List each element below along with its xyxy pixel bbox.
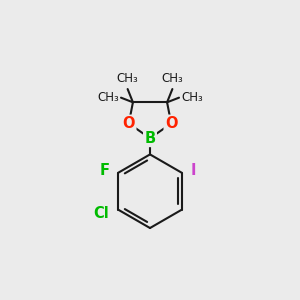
Text: I: I [191, 163, 196, 178]
Text: O: O [123, 116, 135, 131]
Text: F: F [99, 163, 109, 178]
Text: O: O [165, 116, 178, 131]
Text: CH₃: CH₃ [117, 72, 139, 85]
Text: CH₃: CH₃ [97, 91, 118, 104]
Text: Cl: Cl [94, 206, 109, 221]
Text: B: B [144, 131, 156, 146]
Text: CH₃: CH₃ [161, 72, 183, 85]
Text: CH₃: CH₃ [182, 91, 203, 104]
